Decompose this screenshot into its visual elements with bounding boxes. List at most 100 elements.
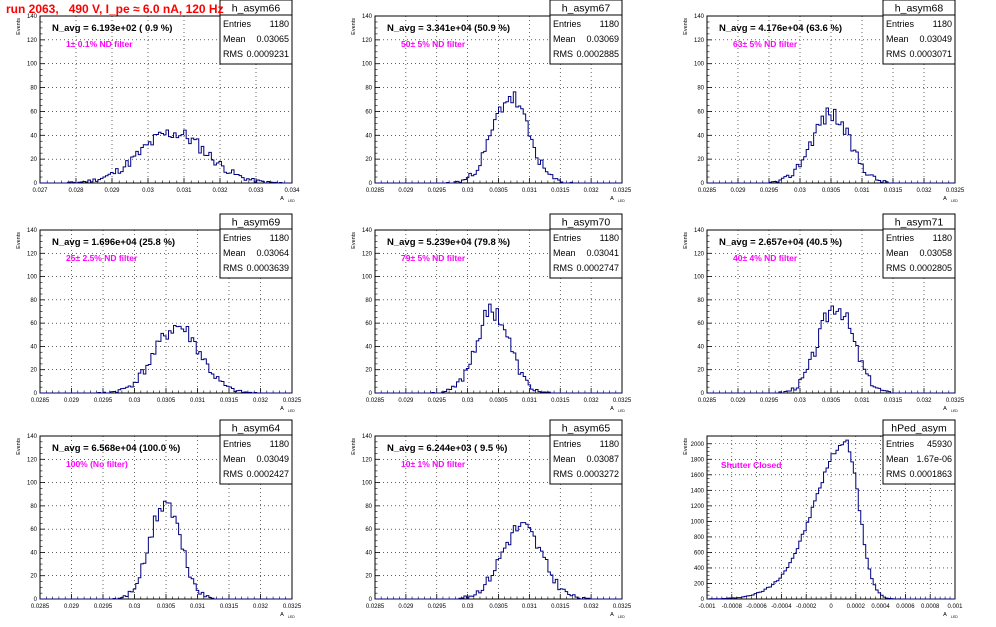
stats-value: 1180 [270,439,289,449]
y-axis-label: Events [683,18,689,35]
histogram-h_asym69 [40,325,292,394]
x-tick-label: 0.03 [129,398,141,404]
panel-h_asym64: 0.0285 0.029 0.0295 0.03 0.0305 0.031 0.0315 0.… [16,419,302,619]
y-tick-label: 800 [694,535,705,541]
y-tick-label: 140 [27,434,38,440]
x-tick-label: 0.0285 [698,188,717,194]
y-axis-label: Events [16,438,22,455]
y-tick-label: 80 [30,504,37,510]
stats-box-title: hPed_asym [891,423,947,435]
stats-label: Mean [553,34,576,44]
y-axis-label: Events [683,438,689,455]
x-tick-label: 0.032 [584,398,600,404]
stats-label: RMS [223,263,243,273]
y-tick-label: 100 [27,275,38,281]
y-tick-label: 80 [697,298,704,304]
run-title: run 2063, 490 V, I_pe ≈ 6.0 nA, 120 Hz [6,2,224,16]
stats-box-title: h_asym65 [562,423,611,435]
x-tick-label: 0.032 [253,604,269,610]
stats-box [219,0,293,65]
stats-box-title: h_asym66 [232,3,281,15]
y-tick-label: 120 [362,457,373,463]
y-tick-label: 100 [362,275,373,281]
stats-value: 0.0003639 [246,263,289,273]
histogram-h_asym71 [707,305,955,394]
y-tick-label: 60 [30,109,37,115]
x-tick-label: 0.0325 [613,604,632,610]
y-axis-label: Events [683,232,689,249]
y-tick-label: 100 [694,62,705,68]
y-tick-label: 100 [27,62,38,68]
stats-value: 0.0003071 [909,49,952,59]
stats-value: 1180 [933,233,952,243]
y-tick-label: 140 [694,228,705,234]
y-tick-label: 80 [365,504,372,510]
x-tick-label: 0.029 [64,398,80,404]
x-axis-label: A [610,196,614,202]
x-axis-label: A [280,406,284,412]
stats-label: Entries [223,439,252,449]
x-tick-label: 0.0305 [157,398,176,404]
y-tick-label: 120 [362,38,373,44]
stats-value: 0.0001863 [909,469,952,479]
panel-h_asym67: 0.0285 0.029 0.0295 0.03 0.0305 0.031 0.0315 0.… [351,0,632,203]
stats-value: 0.0002805 [909,263,952,273]
y-tick-label: 0 [701,597,705,603]
histogram-h_asym67 [375,91,622,184]
y-tick-label: 1800 [691,457,705,463]
stats-box-title: h_asym68 [895,3,944,15]
y-tick-label: 60 [30,321,37,327]
y-tick-label: 80 [30,86,37,92]
x-tick-label: 0.0305 [489,604,508,610]
y-tick-label: 120 [694,38,705,44]
stats-value: 0.03049 [256,454,289,464]
stats-label: Mean [886,454,909,464]
x-tick-label: 0.0295 [94,604,113,610]
x-tick-label: 0.0315 [884,188,903,194]
stats-label: Entries [886,439,915,449]
y-tick-label: 40 [30,550,37,556]
x-tick-label: 0.0285 [31,398,50,404]
y-tick-label: 40 [697,344,704,350]
x-tick-label: -0.001 [698,604,716,610]
stats-value: 0.03087 [586,454,619,464]
x-axis-label: A [610,612,614,618]
y-axis-label: Events [351,18,357,35]
stats-label: Mean [223,34,246,44]
stats-label: RMS [223,49,243,59]
x-tick-label: 0.029 [398,604,414,610]
stats-box [549,213,623,279]
y-tick-label: 80 [365,86,372,92]
x-axis-label-subscript: LED [951,199,958,203]
navg-label: N_avg = 2.657e+04 (40.5 %) [719,237,842,248]
x-tick-label: 0.03 [462,604,474,610]
filter-annotation: 40± 4% ND filter [733,253,798,263]
x-tick-label: 0.031 [176,188,192,194]
filter-annotation: 79± 5% ND filter [401,253,466,263]
y-tick-label: 400 [694,566,705,572]
y-tick-label: 200 [694,581,705,587]
stats-value: 1180 [933,19,952,29]
y-tick-label: 40 [365,550,372,556]
stats-label: Entries [223,233,252,243]
y-tick-label: 1000 [691,519,705,525]
histogram-h_asym66 [40,129,292,184]
x-axis-label-subscript: LED [951,615,958,619]
stats-value: 1.67e-06 [916,454,952,464]
stats-value: 0.0002427 [246,469,289,479]
stats-label: RMS [553,263,573,273]
histogram-h_asym68 [707,107,955,184]
x-tick-label: 0.029 [730,188,746,194]
x-tick-label: 0.03 [794,398,806,404]
x-tick-label: -0.0004 [771,604,792,610]
panel-hPed_asym: -0.001 -0.0008 -0.0006 -0.0004 -0.0002 0 0.000… [683,419,963,619]
stats-label: RMS [886,263,906,273]
x-tick-label: 0.0305 [822,188,841,194]
stats-label: RMS [886,49,906,59]
y-tick-label: 0 [34,181,38,187]
x-axis-label: A [280,196,284,202]
y-tick-label: 1200 [691,504,705,510]
stats-value: 1180 [600,19,619,29]
y-tick-label: 120 [27,251,38,257]
